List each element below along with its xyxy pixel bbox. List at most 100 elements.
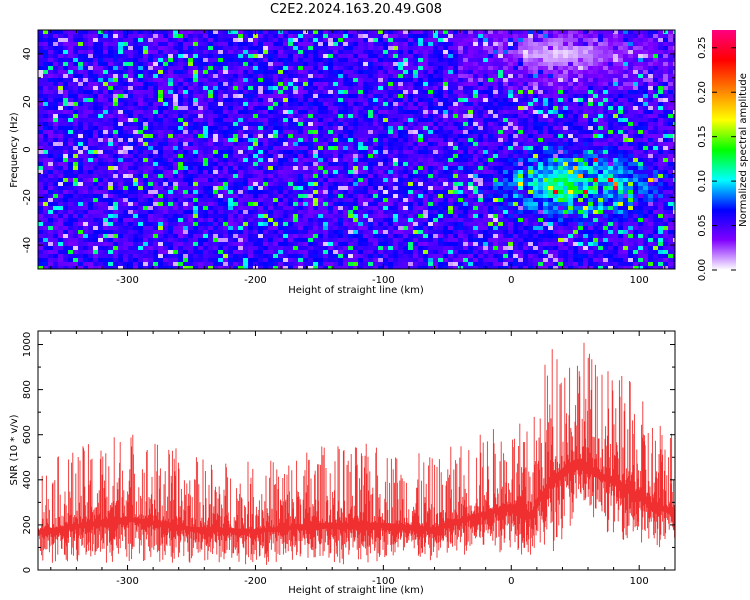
- heatmap-cell: [348, 130, 354, 135]
- heatmap-cell: [258, 142, 264, 147]
- heatmap-cell: [38, 82, 44, 87]
- heatmap-cell: [63, 70, 69, 75]
- heatmap-cell: [268, 158, 274, 163]
- heatmap-cell: [628, 154, 634, 159]
- heatmap-cell: [278, 66, 284, 71]
- heatmap-cell: [213, 170, 219, 175]
- heatmap-cell: [553, 58, 559, 63]
- heatmap-cell: [513, 38, 519, 43]
- heatmap-cell: [433, 98, 439, 103]
- heatmap-cell: [43, 74, 49, 79]
- heatmap-cell: [488, 138, 494, 143]
- heatmap-cell: [303, 66, 309, 71]
- heatmap-cell: [78, 30, 84, 35]
- heatmap-cell: [428, 154, 434, 159]
- heatmap-cell: [108, 118, 114, 123]
- heatmap-cell: [43, 50, 49, 55]
- heatmap-cell: [318, 42, 324, 47]
- heatmap-cell: [573, 150, 579, 155]
- heatmap-cell: [278, 42, 284, 47]
- heatmap-cell: [623, 134, 629, 139]
- heatmap-cell: [233, 118, 239, 123]
- heatmap-cell: [98, 158, 104, 163]
- heatmap-cell: [523, 174, 529, 179]
- heatmap-cell: [213, 114, 219, 119]
- heatmap-cell: [583, 106, 589, 111]
- heatmap-cell: [393, 110, 399, 115]
- heatmap-cell: [138, 150, 144, 155]
- heatmap-cell: [468, 110, 474, 115]
- heatmap-cell: [468, 34, 474, 39]
- heatmap-cell: [553, 126, 559, 131]
- heatmap-cell: [143, 114, 149, 119]
- heatmap-cell: [278, 158, 284, 163]
- heatmap-cell: [298, 30, 304, 35]
- heatmap-cell: [303, 102, 309, 107]
- heatmap-cell: [163, 146, 169, 151]
- heatmap-cell: [493, 90, 499, 95]
- heatmap-cell: [63, 146, 69, 151]
- heatmap-cell: [523, 62, 529, 67]
- heatmap-cell: [598, 174, 604, 179]
- heatmap-cell: [418, 138, 424, 143]
- heatmap-cell: [458, 42, 464, 47]
- heatmap-cell: [643, 114, 649, 119]
- heatmap-cell: [248, 50, 254, 55]
- heatmap-cell: [238, 74, 244, 79]
- heatmap-cell: [573, 142, 579, 147]
- heatmap-cell: [293, 118, 299, 123]
- heatmap-cell: [143, 174, 149, 179]
- heatmap-cell: [198, 170, 204, 175]
- heatmap-cell: [518, 122, 524, 127]
- heatmap-cell: [418, 42, 424, 47]
- heatmap-cell: [53, 166, 59, 171]
- heatmap-cell: [223, 70, 229, 75]
- heatmap-cell: [158, 70, 164, 75]
- heatmap-cell: [268, 46, 274, 51]
- heatmap-cell: [528, 98, 534, 103]
- heatmap-cell: [628, 182, 634, 187]
- heatmap-cell: [523, 106, 529, 111]
- heatmap-cell: [398, 106, 404, 111]
- heatmap-cell: [293, 50, 299, 55]
- heatmap-cell: [643, 166, 649, 171]
- heatmap-cell: [563, 62, 569, 67]
- heatmap-cell: [248, 138, 254, 143]
- heatmap-cell: [108, 110, 114, 115]
- heatmap-cell: [193, 58, 199, 63]
- heatmap-cell: [258, 182, 264, 187]
- heatmap-cell: [263, 102, 269, 107]
- heatmap-cell: [653, 98, 659, 103]
- heatmap-cell: [538, 142, 544, 147]
- heatmap-cell: [418, 70, 424, 75]
- heatmap-cell: [43, 142, 49, 147]
- heatmap-cell: [58, 134, 64, 139]
- heatmap-cell: [268, 134, 274, 139]
- heatmap-cell: [203, 102, 209, 107]
- heatmap-cell: [293, 122, 299, 127]
- heatmap-cell: [453, 38, 459, 43]
- heatmap-cell: [273, 122, 279, 127]
- heatmap-cell: [618, 170, 624, 175]
- heatmap-cell: [388, 162, 394, 167]
- heatmap-cell: [343, 54, 349, 59]
- heatmap-cell: [398, 42, 404, 47]
- heatmap-cell: [323, 50, 329, 55]
- heatmap-cell: [298, 174, 304, 179]
- heatmap-cell: [103, 42, 109, 47]
- heatmap-cell: [283, 34, 289, 39]
- heatmap-cell: [438, 106, 444, 111]
- heatmap-cell: [153, 42, 159, 47]
- heatmap-cell: [468, 150, 474, 155]
- heatmap-cell: [218, 110, 224, 115]
- heatmap-cell: [173, 30, 179, 35]
- heatmap-cell: [528, 46, 534, 51]
- heatmap-cell: [123, 166, 129, 171]
- heatmap-cell: [203, 74, 209, 79]
- heatmap-cell: [348, 126, 354, 131]
- heatmap-cell: [123, 158, 129, 163]
- heatmap-cell: [273, 130, 279, 135]
- heatmap-cell: [88, 118, 94, 123]
- heatmap-cell: [603, 154, 609, 159]
- heatmap-cell: [593, 142, 599, 147]
